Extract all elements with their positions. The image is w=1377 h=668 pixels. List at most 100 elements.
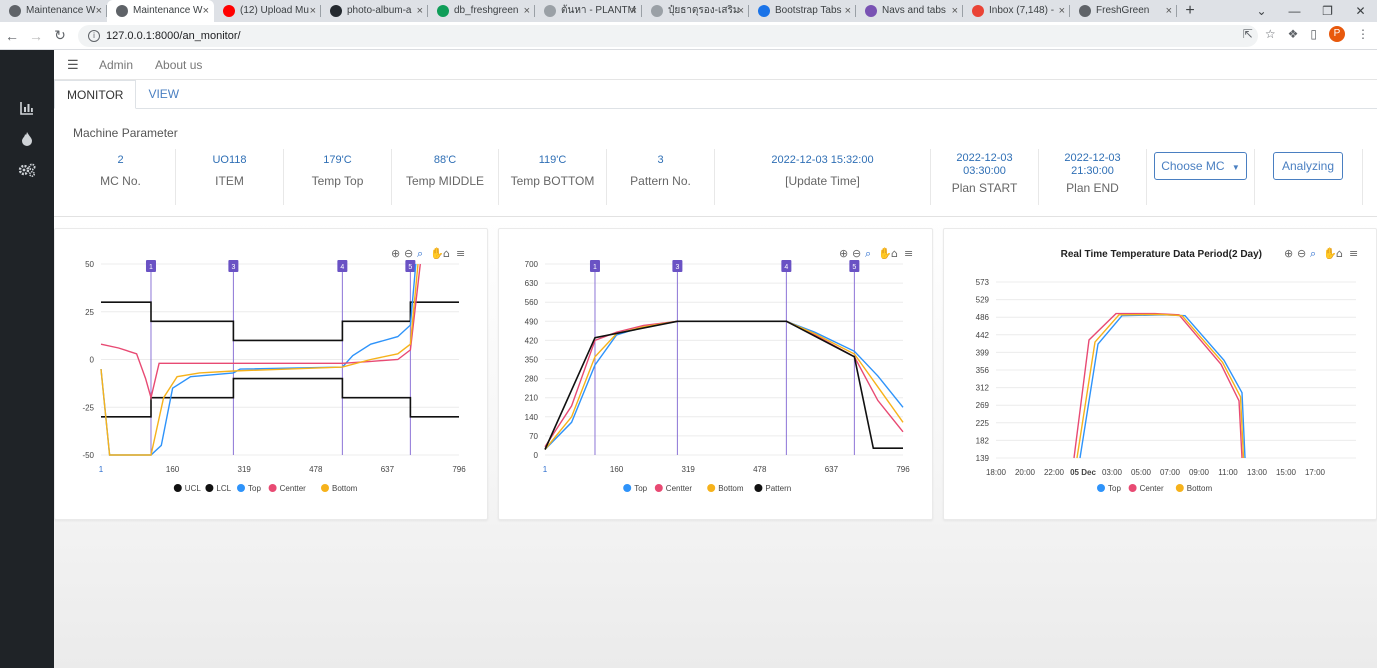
analyzing-button[interactable]: Analyzing <box>1273 152 1343 180</box>
flame-icon[interactable] <box>17 131 37 151</box>
x-tick-label: 796 <box>896 465 910 474</box>
zoom-select-icon[interactable]: ⌕ <box>865 247 871 260</box>
pan-icon[interactable]: ✋ <box>1323 247 1337 260</box>
reset-home-icon[interactable]: ⌂ <box>443 247 450 260</box>
zoom-in-icon[interactable]: ⊕ <box>839 247 848 260</box>
pan-icon[interactable]: ✋ <box>430 247 444 260</box>
close-window-icon[interactable]: ✕ <box>1355 4 1366 18</box>
chart-menu-icon[interactable]: ≡ <box>456 247 465 260</box>
y-tick-label: 0 <box>534 451 539 460</box>
tab-view[interactable]: VIEW <box>148 87 180 101</box>
forward-icon[interactable]: → <box>29 27 43 44</box>
site-info-icon[interactable]: i <box>88 29 100 42</box>
plan-end-label: Plan END <box>1066 181 1119 195</box>
reset-home-icon[interactable]: ⌂ <box>1336 247 1343 260</box>
param-label: MC No. <box>100 174 141 188</box>
zoom-out-icon[interactable]: ⊖ <box>1297 247 1306 260</box>
y-tick-label: 573 <box>976 278 990 287</box>
zoom-in-icon[interactable]: ⊕ <box>391 247 400 260</box>
browser-tab[interactable]: (12) Upload Mu × <box>214 0 321 22</box>
plan-end-date: 2022-12-03 <box>1064 152 1121 164</box>
tab-close-icon[interactable]: × <box>416 5 423 17</box>
y-tick-label: 700 <box>525 260 539 269</box>
chart-card-pattern: 700 630 560 490 420 350 280 210 140 70 0 1 160 319 478… <box>498 228 933 520</box>
tab-close-icon[interactable]: × <box>844 5 851 17</box>
nav-admin-link[interactable]: Admin <box>99 57 134 72</box>
tab-close-icon[interactable]: × <box>309 5 316 17</box>
reset-home-icon[interactable]: ⌂ <box>891 247 898 260</box>
marker-label: 5 <box>408 264 412 271</box>
legend-label: Center <box>1140 484 1164 493</box>
browser-tab[interactable]: photo-album-a × <box>321 0 428 22</box>
chart-menu-icon[interactable]: ≡ <box>1349 247 1358 260</box>
caret-down-icon: ▼ <box>1231 163 1240 172</box>
tab-close-icon[interactable]: × <box>737 5 744 17</box>
param-value: 119'C <box>538 154 567 166</box>
share-icon[interactable]: ⇱ <box>1242 27 1253 41</box>
plan-start-time: 03:30:00 <box>963 165 1006 177</box>
legend-marker <box>268 484 277 492</box>
choose-mc-dropdown[interactable]: Choose MC ▼ <box>1154 152 1247 180</box>
tab-search-icon[interactable]: ⌄ <box>1256 4 1267 18</box>
tab-close-icon[interactable]: × <box>1058 5 1065 17</box>
browser-tab[interactable]: db_freshgreen × <box>428 0 535 22</box>
tab-close-icon[interactable]: × <box>202 5 209 17</box>
plan-end: 2022-12-03 21:30:00 Plan END <box>1039 149 1147 205</box>
y-tick-label: 210 <box>525 394 539 403</box>
maximize-icon[interactable]: ❐ <box>1322 4 1333 18</box>
tab-separator <box>106 5 107 17</box>
zoom-out-icon[interactable]: ⊖ <box>404 247 413 260</box>
tab-close-icon[interactable]: × <box>1165 5 1172 17</box>
url-field[interactable]: i 127.0.0.1:8000/an_monitor/ <box>78 24 1258 47</box>
series-line-bottom <box>100 263 419 456</box>
legend-label: Bottom <box>332 484 358 493</box>
reload-icon[interactable]: ↻ <box>54 27 66 43</box>
tab-close-icon[interactable]: × <box>95 5 102 17</box>
browser-tab[interactable]: Navs and tabs × <box>856 0 963 22</box>
back-icon[interactable]: ← <box>5 27 19 44</box>
tab-title: photo-album-a <box>347 5 412 16</box>
marker-label: 1 <box>593 264 597 271</box>
legend-marker <box>1097 484 1105 492</box>
chart-icon[interactable] <box>17 100 37 120</box>
nav-about-link[interactable]: About us <box>155 57 203 72</box>
zoom-select-icon[interactable]: ⌕ <box>1310 247 1316 260</box>
tab-close-icon[interactable]: × <box>951 5 958 17</box>
side-panel-icon[interactable]: ▯ <box>1310 27 1317 41</box>
zoom-select-icon[interactable]: ⌕ <box>417 247 423 260</box>
pan-icon[interactable]: ✋ <box>878 247 892 260</box>
browser-tab[interactable]: Maintenance W × <box>107 0 214 22</box>
browser-tab[interactable]: FreshGreen × <box>1070 0 1177 22</box>
browser-tab[interactable]: Bootstrap Tabs × <box>749 0 856 22</box>
tab-close-icon[interactable]: × <box>630 5 637 17</box>
new-tab-icon[interactable]: + <box>1185 2 1195 19</box>
browser-tab[interactable]: ปุ๋ยธาตุรอง-เสริม × <box>642 0 749 22</box>
minimize-icon[interactable]: — <box>1288 4 1301 18</box>
extensions-icon[interactable]: ❖ <box>1287 27 1299 41</box>
browser-tab[interactable]: Maintenance W × <box>0 0 107 22</box>
tab-monitor[interactable]: MONITOR <box>54 80 137 109</box>
legend-marker <box>321 484 329 492</box>
chart-menu-icon[interactable]: ≡ <box>904 247 913 260</box>
gears-icon[interactable] <box>17 162 37 182</box>
zoom-out-icon[interactable]: ⊖ <box>852 247 861 260</box>
x-tick-label: 796 <box>452 465 466 474</box>
y-tick-label: 529 <box>976 296 990 305</box>
choose-mc-label: Choose MC <box>1161 159 1225 173</box>
control-chart[interactable]: 50 25 0 -25 -50 1 160 319 478 637 796 1 3 4 5 UCL LCL Top… <box>55 229 489 521</box>
x-tick-label: 478 <box>753 465 767 474</box>
tab-favicon-icon <box>544 5 556 17</box>
profile-avatar[interactable]: P <box>1329 26 1345 42</box>
menu-kebab-icon[interactable]: ⋮ <box>1357 27 1369 41</box>
browser-tab[interactable]: ต้นหา - PLANTM × <box>535 0 642 22</box>
y-tick-label: 490 <box>525 317 539 326</box>
zoom-in-icon[interactable]: ⊕ <box>1284 247 1293 260</box>
bookmark-star-icon[interactable]: ☆ <box>1264 27 1276 41</box>
tab-close-icon[interactable]: × <box>523 5 530 17</box>
hamburger-menu-icon[interactable]: ☰ <box>67 56 79 72</box>
y-tick-label: 312 <box>976 384 990 393</box>
realtime-chart[interactable]: 573 529 486 442 399 356 312 269 225 182 139 18:00 20… <box>944 229 1377 521</box>
browser-tab[interactable]: Inbox (7,148) - × <box>963 0 1070 22</box>
param-label: Temp MIDDLE <box>405 174 485 188</box>
